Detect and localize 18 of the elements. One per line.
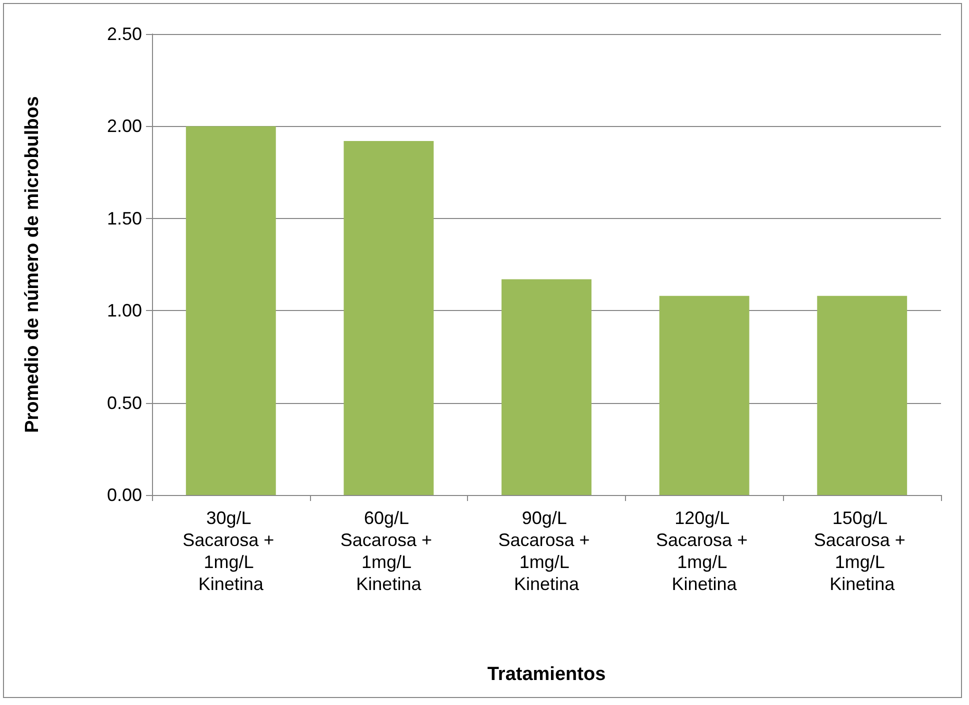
y-tick-label: 0.50 — [106, 392, 142, 413]
x-tick-label: 60g/L Sacarosa + 1mg/L Kinetina — [340, 508, 437, 594]
y-tick-label: 2.50 — [106, 24, 142, 44]
x-tick-label: 90g/L Sacarosa + 1mg/L Kinetina — [498, 508, 595, 594]
bar — [502, 279, 592, 495]
x-tick-label: 30g/L Sacarosa + 1mg/L Kinetina — [182, 508, 280, 594]
bar — [344, 140, 434, 495]
y-axis-title: Promedio de número de microbulbos — [22, 96, 43, 433]
bar — [659, 296, 750, 495]
bar — [817, 296, 908, 495]
y-tick-label: 2.00 — [106, 116, 142, 136]
x-tick-label: 150g/L Sacarosa + 1mg/L Kinetina — [814, 508, 910, 594]
y-tick-label: 0.00 — [106, 485, 142, 505]
y-tick-label: 1.00 — [106, 300, 142, 321]
y-tick-label: 1.50 — [106, 208, 142, 228]
x-axis-title: Tratamientos — [487, 664, 606, 685]
bar — [186, 126, 276, 495]
x-tick-label: 120g/L Sacarosa + 1mg/L Kinetina — [656, 508, 753, 594]
